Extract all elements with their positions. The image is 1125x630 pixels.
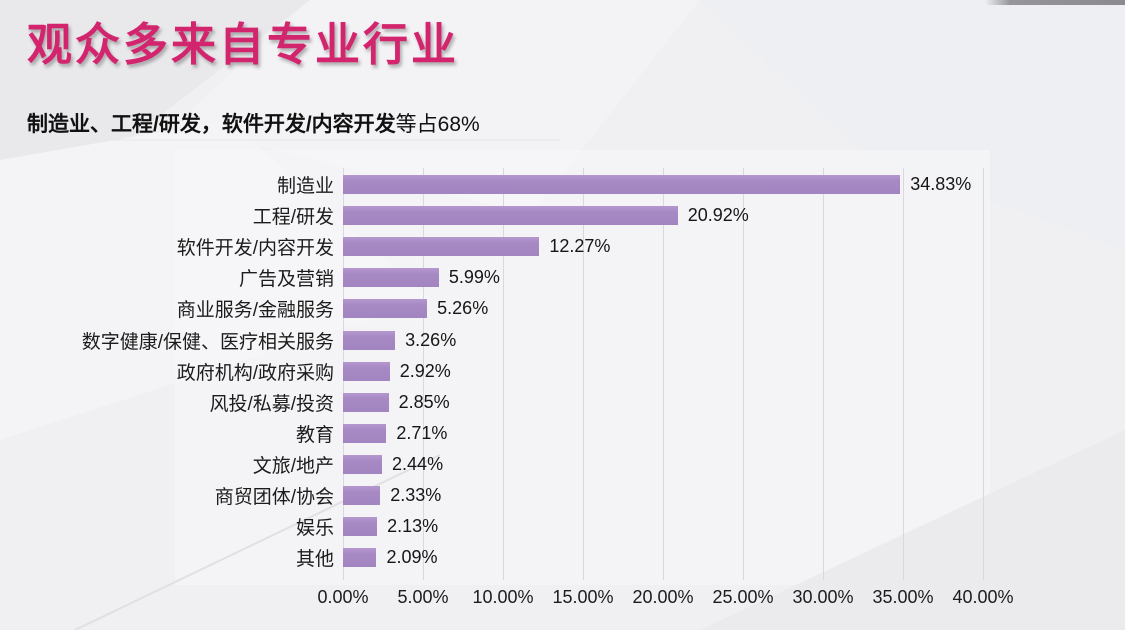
chart-row: 商贸团体/协会 2.33% — [0, 480, 1125, 511]
gridline — [983, 168, 984, 580]
gridline — [903, 168, 904, 580]
chart-row: 风投/私募/投资 2.85% — [0, 387, 1125, 418]
chart-rows: 制造业 34.83% 工程/研发 20.92% 软件开发/内容开发 12.27% 广告及营销… — [0, 169, 1125, 573]
bar — [343, 454, 383, 474]
chart-row: 商业服务/金融服务 5.26% — [0, 293, 1125, 324]
x-axis-tick-label: 15.00% — [552, 587, 614, 607]
gridline — [503, 168, 504, 580]
bar — [343, 423, 387, 443]
chart-row: 软件开发/内容开发 12.27% — [0, 231, 1125, 262]
value-label: 5.26% — [437, 298, 489, 319]
category-label: 软件开发/内容开发 — [176, 238, 334, 260]
category-label: 工程/研发 — [252, 207, 334, 229]
x-axis-tick-label: 35.00% — [872, 587, 934, 607]
x-axis-tick-label: 5.00% — [397, 587, 449, 607]
bar — [343, 268, 439, 288]
x-axis-tick-label: 30.00% — [792, 587, 854, 607]
value-label: 20.92% — [687, 205, 749, 226]
bar — [343, 237, 540, 257]
bar — [343, 548, 377, 568]
chart-row: 文旅/地产 2.44% — [0, 449, 1125, 480]
x-axis-tick-label: 20.00% — [632, 587, 694, 607]
gridline — [583, 168, 584, 580]
value-label: 2.33% — [390, 484, 442, 505]
top-right-accent-bar — [985, 0, 1125, 5]
chart-row: 制造业 34.83% — [0, 169, 1125, 200]
bar — [343, 517, 378, 537]
chart-row: 政府机构/政府采购 2.92% — [0, 356, 1125, 387]
industry-bar-chart: 制造业 34.83% 工程/研发 20.92% 软件开发/内容开发 12.27% 广告及营销… — [0, 168, 1125, 618]
value-label: 2.71% — [396, 422, 448, 443]
value-label: 2.44% — [392, 453, 444, 474]
chart-row: 数字健康/保健、医疗相关服务 3.26% — [0, 324, 1125, 355]
x-axis-tick-label: 40.00% — [952, 587, 1014, 607]
bar — [343, 175, 901, 195]
value-label: 5.99% — [448, 267, 500, 288]
category-label: 政府机构/政府采购 — [176, 362, 334, 384]
chart-row: 广告及营销 5.99% — [0, 262, 1125, 293]
category-label: 其他 — [295, 549, 334, 571]
category-label: 数字健康/保健、医疗相关服务 — [81, 331, 334, 353]
category-label: 制造业 — [276, 176, 334, 198]
chart-row: 其他 2.09% — [0, 542, 1125, 573]
bar — [343, 485, 381, 505]
gridline — [743, 168, 744, 580]
subtitle: 制造业、工程/研发，软件开发/内容开发等占68% — [27, 108, 480, 138]
value-label: 2.09% — [386, 547, 438, 568]
category-label: 商贸团体/协会 — [214, 486, 334, 508]
bar — [343, 392, 389, 412]
category-label: 娱乐 — [295, 518, 334, 540]
value-label: 3.26% — [405, 329, 457, 350]
value-label: 2.85% — [398, 391, 450, 412]
value-label: 34.83% — [910, 174, 972, 195]
category-label: 风投/私募/投资 — [209, 393, 334, 415]
bar — [343, 361, 390, 381]
gridline — [423, 168, 424, 580]
value-label: 2.92% — [399, 360, 451, 381]
chart-x-axis: 0.00% 5.00% 10.00% 15.00% 20.00% 25.00% 30.00%… — [0, 587, 1125, 613]
value-label: 2.13% — [387, 516, 439, 537]
subtitle-bold-text: 制造业、工程/研发，软件开发/内容开发 — [27, 113, 396, 136]
category-label: 广告及营销 — [238, 269, 334, 291]
gridline — [663, 168, 664, 580]
x-axis-tick-label: 25.00% — [712, 587, 774, 607]
bar — [343, 299, 428, 319]
bar — [343, 330, 396, 350]
chart-row: 娱乐 2.13% — [0, 511, 1125, 542]
x-axis-tick-label: 10.00% — [472, 587, 534, 607]
page-title: 观众多来自专业行业 — [27, 19, 460, 70]
chart-row: 工程/研发 20.92% — [0, 200, 1125, 231]
bar — [343, 206, 678, 226]
category-label: 教育 — [295, 424, 334, 446]
chart-row: 教育 2.71% — [0, 418, 1125, 449]
x-axis-tick-label: 0.00% — [317, 587, 369, 607]
subtitle-regular-text: 等占68% — [395, 113, 480, 136]
category-label: 商业服务/金融服务 — [176, 300, 334, 322]
gridline — [823, 168, 824, 580]
value-label: 12.27% — [549, 236, 611, 257]
category-label: 文旅/地产 — [252, 455, 334, 477]
